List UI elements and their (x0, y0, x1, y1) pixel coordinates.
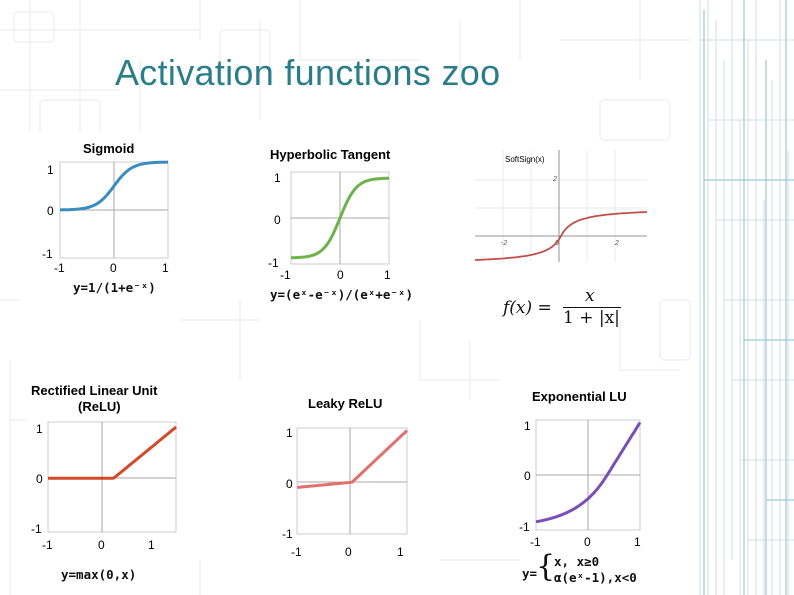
sigmoid-ytick-0: 0 (47, 204, 54, 218)
elu-chart: Exponential LU 1 0 -1 -1 0 1 (516, 382, 646, 552)
leaky-relu-title: Leaky ReLU (308, 396, 382, 411)
relu-xtick-1: 1 (148, 538, 155, 552)
softsign-ytick-2: 2 (552, 176, 557, 183)
relu-chart: Rectified Linear Unit (ReLU) 1 0 -1 -1 0… (26, 378, 178, 556)
elu-xtick-1: 1 (634, 535, 641, 549)
softsign-chart: SoftSign(x) 2 -2 0 2 (475, 150, 647, 262)
elu-curve (535, 421, 642, 524)
tanh-svg: Hyperbolic Tangent 1 0 -1 -1 0 1 (268, 147, 391, 282)
softsign-formula-lhs: f(x) = (503, 298, 552, 318)
softsign-formula: f(x) = x 1 + |x| (503, 286, 633, 330)
tanh-ytick-neg1: -1 (268, 256, 279, 270)
sigmoid-xtick-neg1: -1 (54, 261, 65, 275)
relu-xtick-neg1: -1 (42, 538, 53, 552)
softsign-svg: SoftSign(x) 2 -2 0 2 (475, 150, 647, 262)
softsign-xtick-0: 0 (555, 240, 559, 247)
softsign-formula-num: x (585, 286, 595, 306)
elu-formula-case2: α(eˣ-1),x<0 (554, 570, 637, 585)
tanh-curve (291, 176, 389, 260)
relu-title-line1: Rectified Linear Unit (31, 383, 158, 398)
leaky-relu-xtick-1: 1 (397, 545, 404, 559)
slide-title: Activation functions zoo (115, 52, 501, 93)
sigmoid-xtick-0: 0 (110, 261, 117, 275)
elu-ytick-neg1: -1 (519, 520, 530, 534)
elu-title: Exponential LU (532, 389, 627, 404)
sigmoid-xtick-1: 1 (162, 261, 169, 275)
elu-formula-case1: x, x≥0 (554, 554, 600, 569)
relu-title-line2: (ReLU) (78, 399, 121, 414)
leaky-relu-curve (296, 429, 409, 489)
softsign-curve (475, 211, 647, 261)
elu-ytick-1: 1 (524, 419, 531, 433)
tanh-title: Hyperbolic Tangent (270, 147, 391, 162)
elu-xtick-0: 0 (584, 535, 591, 549)
softsign-xtick-2: 2 (614, 240, 619, 247)
relu-ytick-0: 0 (36, 472, 43, 486)
relu-xtick-0: 0 (98, 538, 105, 552)
tanh-xtick-neg1: -1 (280, 268, 291, 282)
leaky-relu-ytick-1: 1 (286, 426, 293, 440)
softsign-xtick-neg2: -2 (501, 240, 507, 247)
relu-curve (48, 425, 177, 480)
tanh-xtick-1: 1 (384, 268, 391, 282)
tanh-chart: Hyperbolic Tangent 1 0 -1 -1 0 1 (258, 140, 418, 290)
sigmoid-plot-area (59, 160, 169, 259)
softsign-formula-den: 1 + |x| (563, 308, 620, 328)
sigmoid-title: Sigmoid (83, 141, 134, 156)
leaky-relu-svg: Leaky ReLU 1 0 -1 -1 0 1 (282, 396, 409, 559)
relu-formula: y=max(0,x) (61, 567, 137, 582)
elu-formula: y= { x, x≥0 α(eˣ-1),x<0 (522, 549, 652, 591)
softsign-title: SoftSign(x) (505, 155, 545, 164)
leaky-relu-ytick-neg1: -1 (282, 527, 293, 541)
leaky-relu-xtick-neg1: -1 (291, 545, 302, 559)
softsign-formula-bar (563, 307, 621, 308)
relu-svg: Rectified Linear Unit (ReLU) 1 0 -1 -1 0… (31, 383, 177, 552)
sigmoid-ytick-1: 1 (47, 163, 54, 177)
sigmoid-curve (60, 160, 168, 212)
leaky-relu-xtick-0: 0 (345, 545, 352, 559)
sigmoid-ytick-neg1: -1 (42, 247, 53, 261)
elu-xtick-neg1: -1 (530, 535, 541, 549)
sigmoid-chart: Sigmoid 1 0 -1 -1 0 1 (20, 132, 180, 302)
leaky-relu-ytick-0: 0 (286, 477, 293, 491)
sigmoid-formula: y=1/(1+e⁻ˣ) (73, 280, 156, 295)
tanh-ytick-0: 0 (274, 213, 281, 227)
leaky-relu-frame (296, 427, 408, 535)
elu-ytick-0: 0 (524, 469, 531, 483)
relu-ytick-neg1: -1 (31, 522, 42, 536)
sigmoid-svg: Sigmoid 1 0 -1 -1 0 1 (42, 141, 169, 275)
leaky-relu-chart: Leaky ReLU 1 0 -1 -1 0 1 (275, 388, 425, 560)
relu-ytick-1: 1 (36, 422, 43, 436)
elu-svg: Exponential LU 1 0 -1 -1 0 1 (519, 389, 642, 549)
tanh-formula: y=(eˣ-e⁻ˣ)/(eˣ+e⁻ˣ) (270, 287, 413, 302)
elu-formula-brace: { (536, 549, 556, 584)
tanh-xtick-0: 0 (337, 268, 344, 282)
elu-formula-prefix: y= (522, 566, 538, 581)
tanh-ytick-1: 1 (274, 171, 281, 185)
